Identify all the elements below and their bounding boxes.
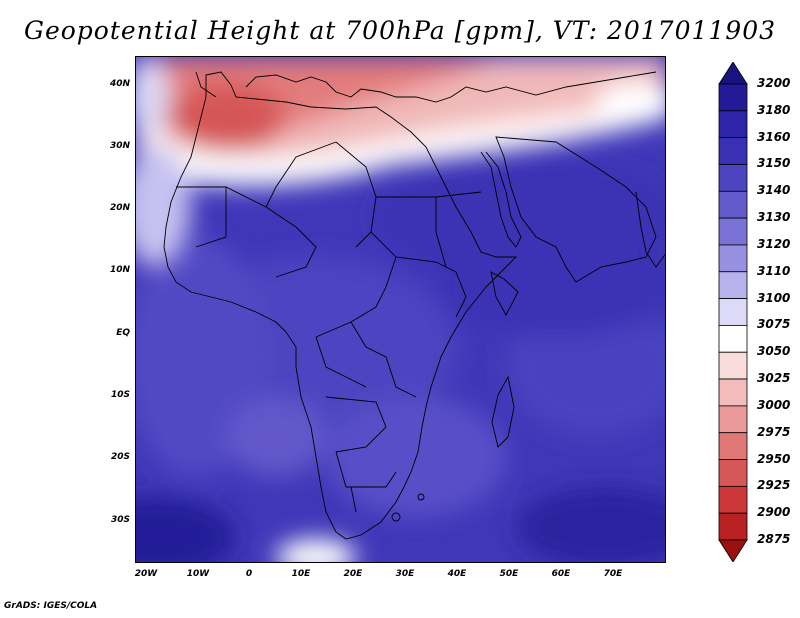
colorbar-label: 2975 [757,424,791,439]
colorbar-label: 3120 [757,236,791,251]
lon-label-20w: 20W [134,569,158,579]
colorbar-label: 3140 [757,183,791,198]
colorbar-swatch [718,83,748,112]
colorbar-label: 3110 [757,263,791,278]
colorbar-label: 2925 [757,478,791,493]
colorbar-swatch [718,137,748,165]
colorbar-swatch [718,298,748,326]
colorbar-label: 3200 [757,76,791,90]
height-field-map [136,57,665,562]
colorbar-label: 3130 [757,210,791,225]
lon-label-40e: 40E [447,569,467,579]
colorbar-swatch [718,62,748,85]
lat-label-40n: 40N [109,79,130,89]
colorbar-swatch [718,244,748,273]
colorbar-label: 2875 [757,532,791,546]
colorbar-swatch [718,164,748,192]
lat-label-10n: 10N [109,265,130,275]
credit-text: GrADS: IGES/COLA [4,601,98,611]
lat-label-30n: 30N [109,141,130,151]
lon-label-20e: 20E [343,569,363,579]
lat-label-20s: 20S [110,452,130,462]
lon-label-70e: 70E [603,569,623,579]
lon-label-10w: 10W [186,569,210,579]
colorbar-label: 2950 [757,451,791,466]
colorbar-swatch [718,217,748,246]
lon-label-10e: 10E [291,569,311,579]
colorbar-swatch [718,271,748,299]
colorbar-swatch [718,190,748,219]
colorbar-swatch [718,110,748,139]
lat-label-10s: 10S [110,390,130,400]
lon-label-0: 0 [245,569,253,579]
lat-label-30s: 30S [110,515,130,525]
colorbar-swatch [718,405,748,434]
coastline-outline [163,71,665,540]
colorbar-label: 3000 [757,397,791,412]
colorbar-label: 3180 [757,102,791,117]
colorbar-label: 3100 [757,290,791,305]
colorbar-label: 2900 [757,505,791,520]
lat-label-20n: 20N [109,203,130,213]
lat-label-eq: EQ [116,328,130,338]
colorbar-swatch [718,432,748,460]
colorbar-label: 3050 [757,344,791,359]
lon-label-50e: 50E [499,569,519,579]
colorbar-swatch [718,485,748,514]
colorbar [718,62,748,562]
colorbar-swatch [718,325,748,353]
colorbar-label: 3150 [757,156,791,171]
colorbar-label: 3075 [757,317,791,332]
colorbar-swatch [718,459,748,487]
colorbar-swatch [718,378,748,407]
colorbar-swatch [718,512,748,541]
colorbar-swatch [718,539,748,562]
lon-label-60e: 60E [551,569,571,579]
colorbar-swatch [718,351,748,380]
colorbar-label: 3160 [757,129,791,144]
colorbar-label: 3025 [757,371,791,386]
map-panel [135,56,666,563]
map-title: Geopotential Height at 700hPa [gpm], VT:… [23,16,777,45]
lon-label-30e: 30E [395,569,415,579]
